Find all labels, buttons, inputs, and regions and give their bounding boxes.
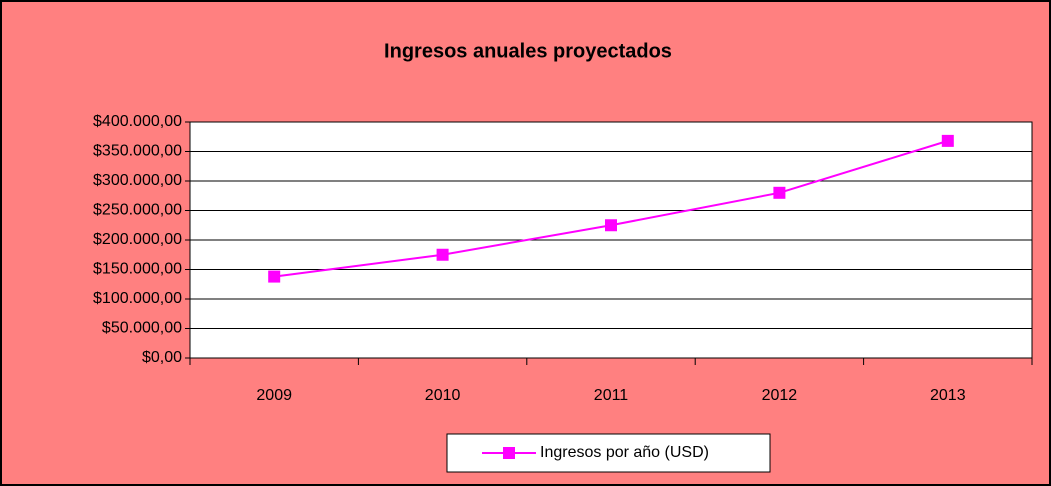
y-tick-label: $350.000,00	[93, 143, 182, 160]
data-point	[436, 248, 449, 261]
y-tick-label: $250.000,00	[93, 202, 182, 219]
x-tick-label: 2009	[256, 387, 292, 404]
data-point	[773, 186, 786, 199]
x-tick-label: 2011	[594, 387, 629, 404]
y-tick-label: $400.000,00	[93, 113, 182, 130]
y-tick-label: $200.000,00	[93, 231, 182, 248]
data-point	[605, 219, 617, 232]
y-tick-label: $50.000,00	[102, 320, 182, 337]
x-tick-label: 2013	[930, 387, 966, 404]
y-tick-label: $100.000,00	[93, 290, 182, 307]
data-point	[941, 134, 954, 147]
legend-label: Ingresos por año (USD)	[540, 444, 709, 461]
y-tick-label: $0,00	[142, 349, 182, 366]
data-point	[268, 270, 281, 283]
chart-title: Ingresos anuales proyectados	[384, 40, 672, 62]
x-tick-label: 2012	[762, 387, 798, 404]
y-tick-label: $150.000,00	[93, 261, 182, 278]
legend-box	[446, 433, 771, 473]
x-tick-label: 2010	[425, 387, 461, 404]
legend-marker	[503, 447, 515, 459]
y-tick-label: $300.000,00	[93, 172, 182, 189]
